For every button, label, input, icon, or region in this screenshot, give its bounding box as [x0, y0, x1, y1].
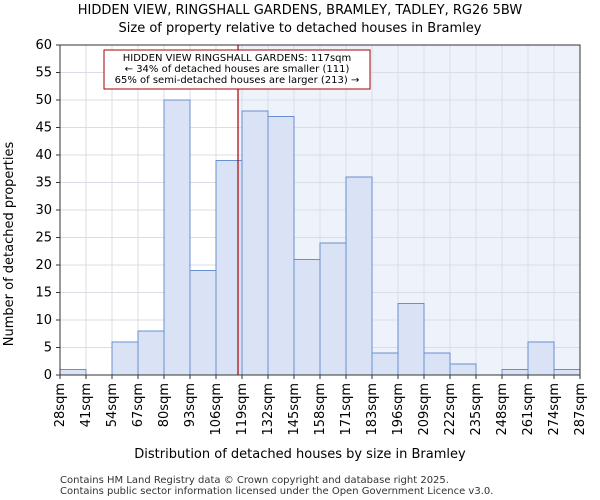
- bar: [423, 352, 451, 376]
- x-axis-label: Distribution of detached houses by size …: [134, 447, 466, 462]
- bar: [241, 110, 269, 376]
- y-tick-label: 20: [35, 258, 52, 273]
- x-tick-label: 145sqm: [287, 383, 302, 436]
- x-tick-label: 54sqm: [105, 383, 120, 427]
- bar: [267, 116, 295, 376]
- y-tick-label: 40: [35, 148, 52, 163]
- bar: [319, 242, 347, 376]
- x-tick-label: 235sqm: [469, 383, 484, 436]
- bar: [501, 369, 529, 376]
- bar: [345, 176, 373, 376]
- annotation-line-1: HIDDEN VIEW RINGSHALL GARDENS: 117sqm: [123, 53, 352, 64]
- annotation-line-2: ← 34% of detached houses are smaller (11…: [125, 64, 350, 75]
- x-tick-label: 222sqm: [443, 383, 458, 436]
- chart-subtitle: Size of property relative to detached ho…: [119, 21, 482, 36]
- annotation-box: [103, 49, 371, 90]
- bar: [527, 341, 555, 376]
- y-tick-label: 5: [44, 341, 52, 356]
- bar: [189, 270, 217, 376]
- chart-title: HIDDEN VIEW, RINGSHALL GARDENS, BRAMLEY,…: [78, 3, 523, 18]
- y-tick-label: 15: [35, 286, 52, 301]
- footer-line-2: Contains public sector information licen…: [60, 486, 493, 497]
- x-tick-label: 28sqm: [53, 383, 68, 427]
- annotation-line-3: 65% of semi-detached houses are larger (…: [115, 75, 360, 86]
- y-tick-label: 55: [35, 66, 52, 81]
- x-tick-label: 183sqm: [365, 383, 380, 436]
- bar: [397, 303, 425, 376]
- x-tick-label: 171sqm: [339, 383, 354, 436]
- y-tick-label: 50: [35, 93, 52, 108]
- x-tick-label: 287sqm: [573, 383, 588, 436]
- x-tick-label: 248sqm: [495, 383, 510, 436]
- x-tick-label: 93sqm: [183, 383, 198, 427]
- y-tick-label: 60: [35, 38, 52, 53]
- bar: [553, 369, 581, 376]
- x-tick-label: 158sqm: [313, 383, 328, 436]
- x-tick-label: 132sqm: [261, 383, 276, 436]
- bar: [293, 259, 321, 376]
- plot-area: 0 5 10 15 20 25 30 35 40 45 50 55 60 28sqm 41sqm 54sqm 6…: [35, 38, 588, 436]
- y-tick-label: 0: [44, 368, 52, 383]
- x-tick-label: 274sqm: [547, 383, 562, 436]
- x-tick-label: 196sqm: [391, 383, 406, 436]
- bar: [137, 330, 165, 376]
- x-tick-label: 261sqm: [521, 383, 536, 436]
- x-tick-label: 80sqm: [157, 383, 172, 427]
- y-tick-label: 35: [35, 176, 52, 191]
- x-tick-label: 209sqm: [417, 383, 432, 436]
- y-tick-label: 45: [35, 121, 52, 136]
- x-tick-label: 67sqm: [131, 383, 146, 427]
- y-axis-label: Number of detached properties: [2, 142, 17, 347]
- y-tick-label: 25: [35, 231, 52, 246]
- bar: [449, 363, 477, 376]
- bar: [371, 352, 399, 376]
- x-tick-label: 106sqm: [209, 383, 224, 436]
- bar: [111, 341, 139, 376]
- x-tick-label: 119sqm: [235, 383, 250, 436]
- footer-line-1: Contains HM Land Registry data © Crown c…: [60, 475, 449, 486]
- x-tick-label: 41sqm: [79, 383, 94, 427]
- bar: [163, 99, 191, 376]
- y-tick-label: 10: [35, 313, 52, 328]
- y-tick-label: 30: [35, 203, 52, 218]
- bar: [59, 369, 87, 376]
